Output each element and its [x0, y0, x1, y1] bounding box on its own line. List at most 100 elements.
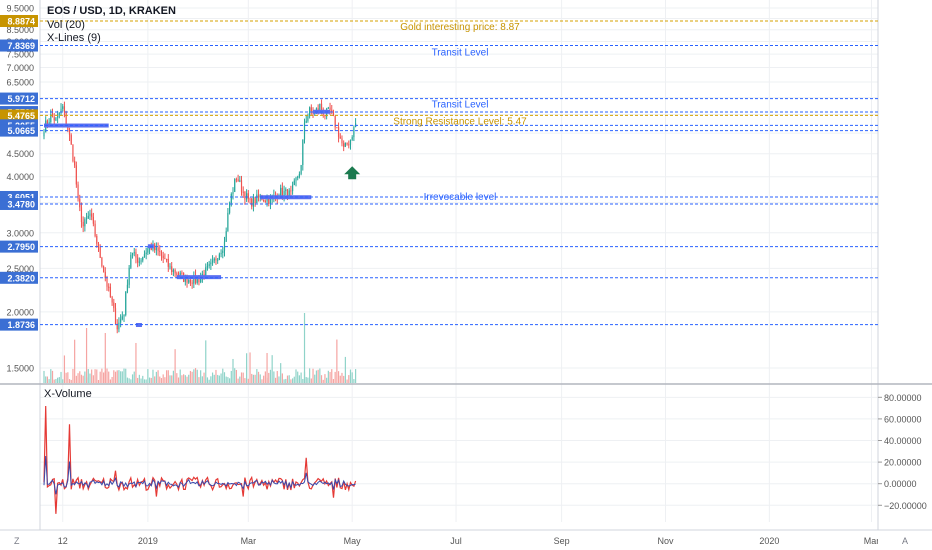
volume-bar — [310, 378, 312, 383]
candle-body — [298, 173, 301, 177]
time-tick: Nov — [657, 536, 674, 546]
price-label: 2.7950 — [7, 242, 35, 252]
candle-body — [84, 219, 86, 227]
level-label: Gold interesting price: 8.87 — [400, 22, 520, 33]
volume-bar — [157, 370, 159, 383]
volume-bar — [285, 378, 287, 383]
volume-bar — [130, 379, 132, 383]
volume-bar — [201, 376, 203, 383]
candle-body — [165, 258, 168, 260]
volume-bar — [68, 379, 71, 383]
volume-bar — [179, 369, 181, 383]
volume-bar — [246, 353, 248, 383]
indicator-title[interactable]: X-Volume — [44, 388, 92, 400]
candle-body — [332, 111, 335, 116]
candle-body — [331, 109, 333, 112]
volume-bar — [210, 376, 212, 383]
volume-bar — [137, 377, 139, 383]
volume-bar — [172, 370, 175, 383]
volume-bar — [200, 370, 202, 383]
volume-bar — [256, 369, 258, 383]
candle-body — [337, 127, 340, 137]
candle-body — [210, 262, 212, 265]
candle-body — [266, 198, 268, 202]
candle-body — [227, 212, 229, 232]
volume-bar — [123, 368, 125, 383]
volume-bar — [228, 378, 231, 383]
volume-bar — [45, 376, 47, 383]
volume-bar — [138, 374, 140, 383]
volume-bar — [217, 374, 219, 383]
candle-body — [349, 139, 352, 145]
volume-bar — [82, 375, 84, 383]
volume-bar — [77, 373, 79, 383]
volume-bar — [274, 377, 277, 383]
candle-body — [68, 130, 71, 136]
volume-bar — [189, 370, 192, 383]
price-tick: 7.5000 — [6, 50, 34, 60]
volume-bar — [223, 372, 226, 383]
volume-bar — [295, 369, 297, 383]
volume-bar — [218, 375, 220, 383]
candle-body — [50, 114, 52, 122]
volume-bar — [108, 371, 110, 383]
volume-bar — [215, 369, 217, 383]
volume-bar — [50, 369, 52, 383]
volume-bar — [235, 369, 238, 383]
volume-bar — [181, 375, 183, 383]
volume-bar — [60, 371, 62, 383]
volume-bar — [142, 375, 144, 383]
candle-body — [126, 284, 129, 292]
candle-body — [87, 215, 89, 219]
timezone-button[interactable]: Z — [14, 536, 20, 546]
candle-body — [310, 107, 312, 112]
candle-body — [160, 252, 163, 256]
candle-body — [343, 143, 345, 147]
up-arrow-icon — [344, 166, 361, 180]
volume-bar — [74, 339, 76, 383]
volume-bar — [278, 376, 280, 383]
volume-bar — [305, 377, 307, 383]
candle-body — [128, 267, 130, 285]
time-tick: Mar — [241, 536, 257, 546]
time-tick: Sep — [554, 536, 570, 546]
volume-bar — [211, 372, 214, 383]
volume-bar — [191, 371, 193, 383]
candle-body — [123, 314, 125, 317]
volume-bar — [269, 369, 272, 383]
candle-body — [91, 213, 93, 217]
candle-body — [189, 279, 192, 283]
xlines-legend[interactable]: X-Lines (9) — [47, 32, 101, 44]
auto-scale-button[interactable]: A — [902, 536, 909, 546]
candle-body — [256, 194, 258, 204]
candle-body — [60, 108, 62, 114]
volume-bar — [97, 379, 100, 383]
candle-body — [155, 247, 157, 251]
volume-bar — [121, 371, 123, 383]
candle-body — [97, 243, 100, 247]
volume-bar — [341, 372, 343, 383]
volume-bar — [327, 370, 329, 383]
candle-body — [297, 176, 299, 178]
symbol-title[interactable]: EOS / USD, 1D, KRAKEN — [47, 5, 176, 17]
candle-body — [351, 137, 353, 140]
series-blue — [43, 455, 356, 495]
volume-legend[interactable]: Vol (20) — [47, 18, 85, 31]
volume-bar — [225, 376, 227, 383]
volume-bar — [106, 368, 108, 383]
candle-body — [269, 197, 272, 204]
volume-bar — [264, 371, 266, 383]
level-label: Transit Level — [432, 100, 489, 111]
level-label: Transit Level — [432, 48, 489, 59]
volume-bar — [273, 371, 275, 383]
price-label: 1.8736 — [7, 320, 35, 330]
zone-bar — [135, 323, 142, 328]
volume-bar — [193, 369, 195, 383]
candle-body — [344, 142, 346, 147]
volume-bar — [320, 375, 323, 383]
candle-body — [162, 255, 164, 259]
volume-bar — [276, 371, 278, 383]
volume-bar — [271, 355, 273, 383]
volume-bar — [354, 369, 357, 383]
